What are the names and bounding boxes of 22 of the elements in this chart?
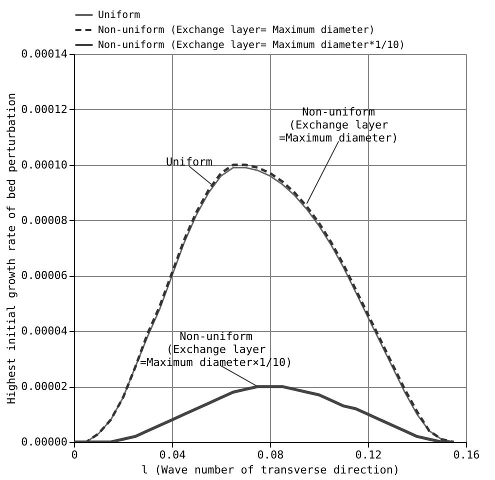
annotation: Uniform [166,156,213,169]
y-tick-label: 0.00002 [21,380,68,394]
annotation: Non-uniform (Exchange layer =Maximum diameter) [278,106,398,145]
x-axis-title: l (Wave number of transverse direction) [141,464,400,476]
y-tick-label: 0.00014 [21,48,68,60]
y-tick-label: 0.00006 [21,269,68,282]
annotation: Non-uniform (Exchange layer =Maximum diameter×1/10) [140,330,292,370]
y-axis-title: Highest initial growth rate of bed perturbation [5,92,18,404]
legend-label: Uniform [98,10,140,21]
y-tick-label: 0.00012 [21,102,68,116]
x-tick-label: 0.08 [257,448,284,462]
legend-label: Non-uniform (Exchange layer= Maximum diameter*1/10) [98,40,406,51]
y-tick-label: 0.00008 [21,214,68,227]
y-tick-label: 0.00010 [21,158,68,172]
x-tick-label: 0.04 [159,448,186,462]
y-tick-label: 0.00000 [21,436,68,448]
x-tick-label: 0.12 [355,448,382,462]
y-tick-label: 0.00004 [21,324,68,338]
line-series [74,385,456,442]
x-tick-label: 0.16 [453,448,480,462]
legend-label: Non-uniform (Exchange layer= Maximum diameter) [98,25,375,36]
x-tick-label: 0 [71,448,78,462]
